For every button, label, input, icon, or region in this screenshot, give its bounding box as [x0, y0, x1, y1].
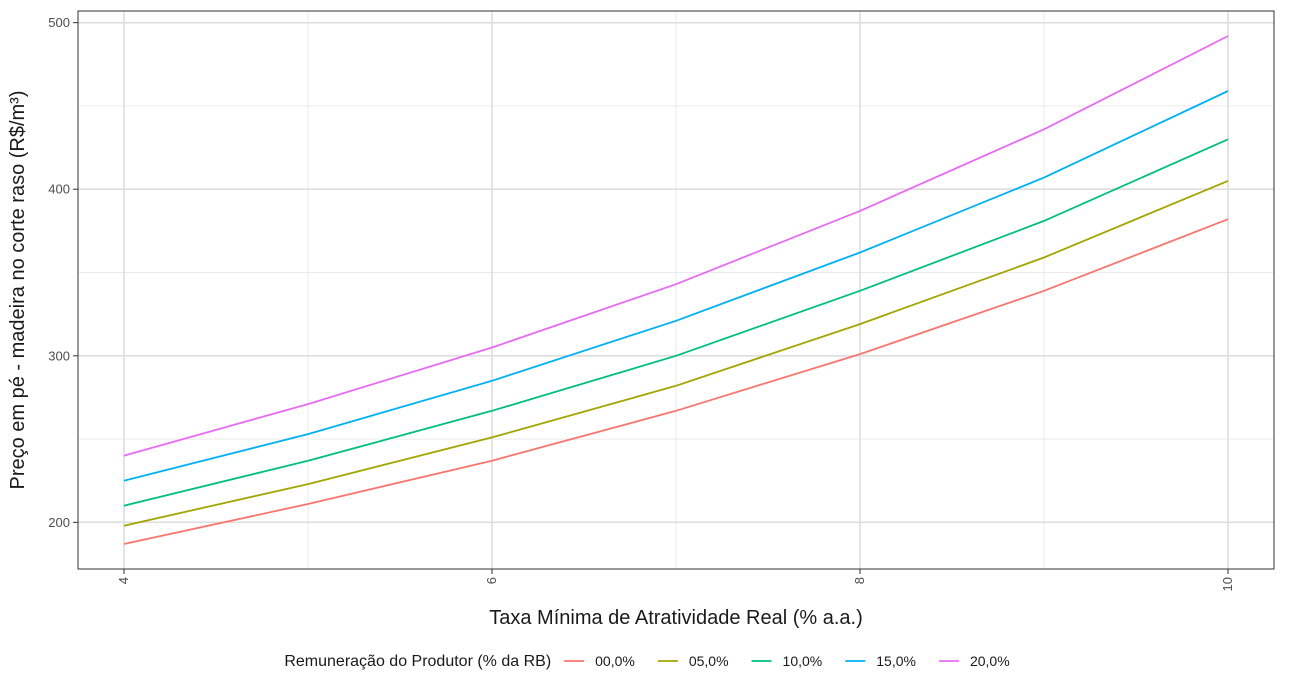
- y-tick-label: 300: [48, 348, 70, 363]
- axis-ticks: 200 300 400 500 4 6 8 10: [48, 15, 1235, 591]
- legend-title: Remuneração do Produtor (% da RB): [284, 653, 551, 670]
- x-axis-title: Taxa Mínima de Atratividade Real (% a.a.…: [489, 607, 863, 629]
- legend-item: 20,0%: [938, 653, 1010, 669]
- legend: Remuneração do Produtor (% da RB) 00,0% 0…: [284, 653, 1009, 670]
- series-line: [123, 180, 1229, 527]
- legend-item: 10,0%: [751, 653, 823, 669]
- legend-item: 00,0%: [564, 653, 635, 669]
- series-lines: [123, 35, 1229, 545]
- series-line: [123, 218, 1229, 545]
- series-line: [123, 90, 1229, 482]
- legend-item: 05,0%: [657, 653, 729, 669]
- series-line: [123, 35, 1229, 457]
- y-tick-label: 400: [48, 182, 70, 197]
- y-tick-label: 500: [48, 15, 70, 30]
- legend-label: 15,0%: [876, 653, 916, 669]
- plot-panel-border: [77, 10, 1275, 570]
- legend-label: 00,0%: [595, 653, 635, 669]
- legend-label: 20,0%: [970, 653, 1010, 669]
- legend-label: 05,0%: [689, 653, 729, 669]
- series-line: [123, 138, 1229, 507]
- legend-item: 15,0%: [845, 653, 916, 669]
- y-axis-title: Preço em pé - madeira no corte raso (R$/…: [7, 90, 29, 489]
- x-tick-label: 8: [852, 577, 867, 584]
- x-tick-label: 10: [1220, 577, 1235, 591]
- grid: [78, 11, 1274, 569]
- x-tick-label: 6: [484, 577, 499, 584]
- y-tick-label: 200: [48, 515, 70, 530]
- x-tick-label: 4: [116, 577, 131, 584]
- legend-label: 10,0%: [783, 653, 823, 669]
